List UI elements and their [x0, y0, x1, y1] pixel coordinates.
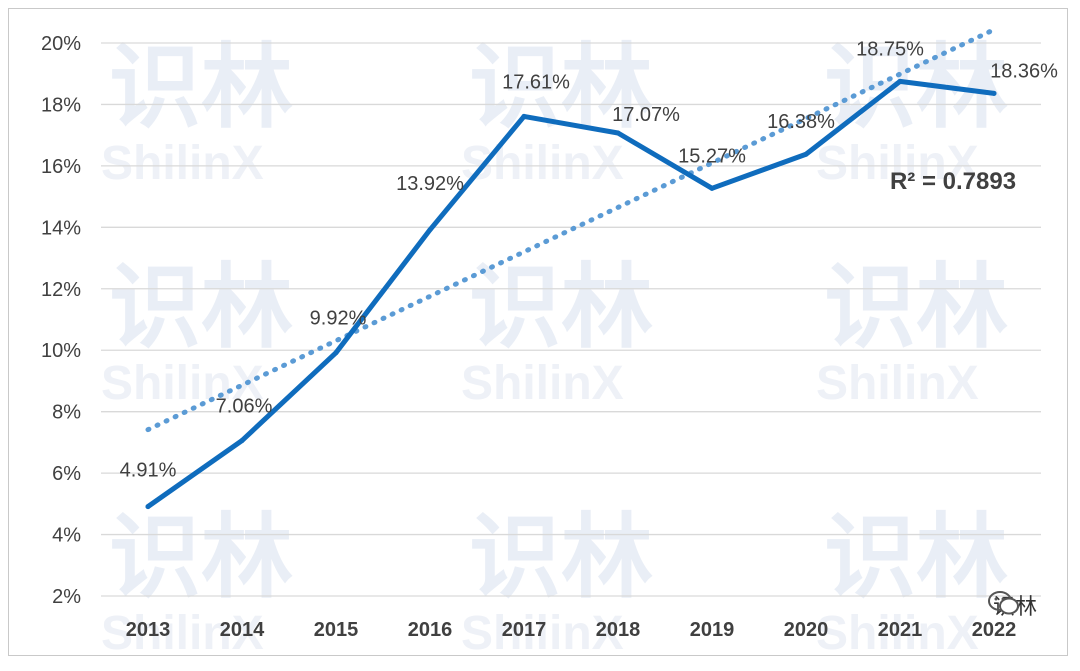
series-line	[145, 78, 997, 510]
data-point	[333, 350, 339, 356]
data-point	[897, 78, 903, 84]
watermark-en: ShilinX	[101, 357, 264, 410]
x-tick-label: 2022	[972, 619, 1017, 641]
data-label: 15.27%	[678, 145, 746, 167]
y-axis-ticks: 2% 4% 6% 8% 10% 12% 14% 16% 18% 20%	[41, 33, 81, 608]
data-label: 18.75%	[856, 38, 924, 60]
y-tick-label: 4%	[52, 525, 81, 547]
watermark-cn: 识林	[824, 37, 1008, 139]
watermark-cn: 识林	[824, 257, 1008, 359]
watermark-cn: 识林	[109, 507, 293, 609]
y-tick-label: 18%	[41, 94, 81, 116]
x-tick-label: 2016	[408, 619, 453, 641]
data-point	[615, 130, 621, 136]
y-tick-label: 2%	[52, 586, 81, 608]
line-chart: 识林ShilinX识林ShilinX识林ShilinX识林ShilinX识林Sh…	[41, 27, 1058, 657]
trendline-layer	[145, 27, 997, 433]
y-tick-label: 6%	[52, 463, 81, 485]
watermark-en: ShilinX	[101, 607, 264, 657]
x-tick-label: 2021	[878, 619, 923, 641]
data-label: 9.92%	[310, 308, 367, 330]
x-tick-label: 2020	[784, 619, 829, 641]
data-label: 17.07%	[612, 104, 680, 126]
x-tick-label: 2013	[126, 619, 171, 641]
watermark-en: ShilinX	[816, 607, 979, 657]
watermark-en: ShilinX	[101, 137, 264, 190]
data-point	[427, 227, 433, 233]
watermark-en: ShilinX	[816, 137, 979, 190]
chart-frame: 识林 ShilinX 识林 ShilinX 识林 ShilinX 识林 ShilinX 识林 Sh…	[8, 8, 1068, 657]
data-point	[709, 185, 715, 191]
data-label: 18.36%	[990, 60, 1058, 82]
watermark-cn: 识林	[109, 37, 293, 139]
x-tick-label: 2019	[690, 619, 735, 641]
data-point	[145, 504, 151, 510]
data-label: 7.06%	[216, 396, 273, 418]
data-point	[991, 90, 997, 96]
data-point	[803, 151, 809, 157]
watermark-en: ShilinX	[461, 607, 624, 657]
y-tick-label: 8%	[52, 402, 81, 424]
x-tick-label: 2018	[596, 619, 641, 641]
x-axis-ticks: 2013 2014 2015 2016 2017 2018 2019 2020 2021 2022	[126, 619, 1017, 641]
x-tick-label: 2015	[314, 619, 359, 641]
trendline	[145, 27, 997, 433]
corner-watermark: 识林	[987, 589, 1037, 621]
watermark-en: ShilinX	[461, 357, 624, 410]
watermark-cn: 识林	[109, 257, 293, 359]
watermark-cn: 识林	[469, 257, 653, 359]
data-labels: 4.91% 7.06% 9.92% 13.92% 17.61% 17.07% 15.27% 1…	[120, 38, 1058, 481]
r-squared-layer: R² = 0.7893	[890, 168, 1016, 195]
series-layer	[145, 78, 997, 510]
y-tick-label: 10%	[41, 340, 81, 362]
y-tick-label: 12%	[41, 279, 81, 301]
watermark-cn: 识林	[824, 507, 1008, 609]
y-tick-label: 14%	[41, 217, 81, 239]
data-point	[521, 113, 527, 119]
data-label: 13.92%	[396, 173, 464, 195]
watermark-cn: 识林	[469, 507, 653, 609]
data-label: 17.61%	[502, 71, 570, 93]
y-tick-label: 20%	[41, 33, 81, 55]
data-point	[239, 438, 245, 444]
data-label: 4.91%	[120, 460, 177, 482]
data-label: 16.38%	[767, 111, 835, 133]
watermark-en: ShilinX	[816, 357, 979, 410]
r-squared-label: R² = 0.7893	[890, 168, 1016, 195]
y-tick-label: 16%	[41, 156, 81, 178]
x-tick-label: 2014	[220, 619, 265, 641]
watermark-layer: 识林ShilinX识林ShilinX识林ShilinX识林ShilinX识林Sh…	[101, 37, 1008, 657]
x-tick-label: 2017	[502, 619, 547, 641]
